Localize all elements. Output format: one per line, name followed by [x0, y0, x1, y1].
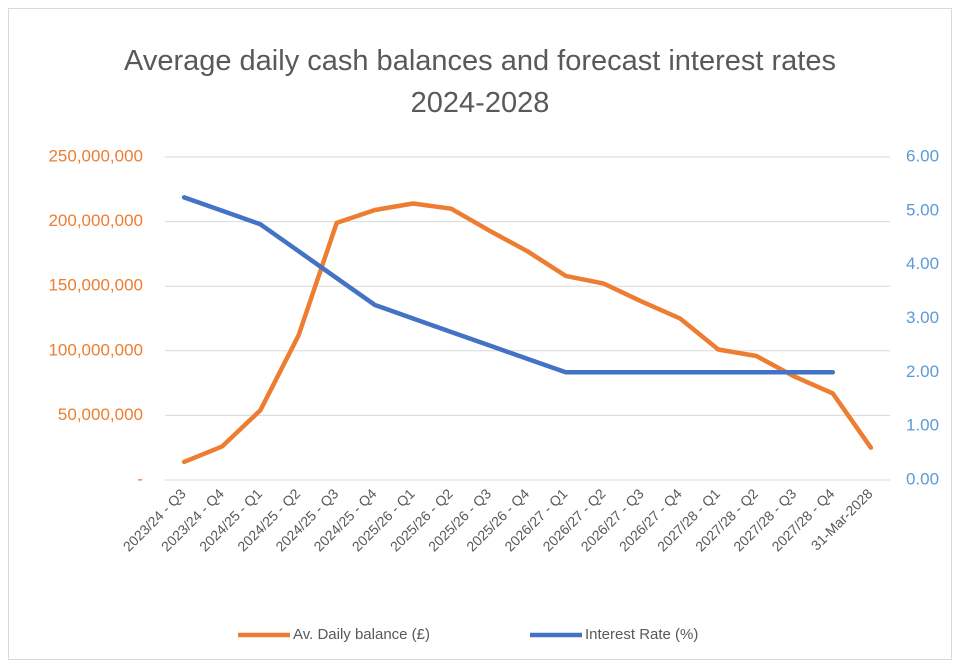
y2-tick-label: 6.00: [906, 146, 939, 165]
legend-label: Interest Rate (%): [585, 626, 698, 643]
y2-tick-label: 2.00: [906, 362, 939, 381]
y-tick-label: 250,000,000: [48, 146, 143, 165]
y-tick-label: 200,000,000: [48, 211, 143, 230]
y-tick-label: -: [137, 469, 143, 488]
line-series: [181, 195, 836, 375]
chart-title: Average daily cash balances and forecast…: [124, 45, 836, 119]
y2-tick-label: 5.00: [906, 200, 939, 219]
y2-tick-label: 1.00: [906, 416, 939, 435]
y2-tick-label: 3.00: [906, 308, 939, 327]
chart-frame: [8, 8, 952, 660]
y-tick-label: 50,000,000: [58, 405, 143, 424]
y2-tick-label: 4.00: [906, 254, 939, 273]
line-series: [181, 201, 874, 465]
y2-tick-label: 0.00: [906, 469, 939, 488]
y-tick-label: 150,000,000: [48, 276, 143, 295]
legend-label: Av. Daily balance (£): [293, 626, 430, 643]
y-tick-label: 100,000,000: [48, 340, 143, 359]
